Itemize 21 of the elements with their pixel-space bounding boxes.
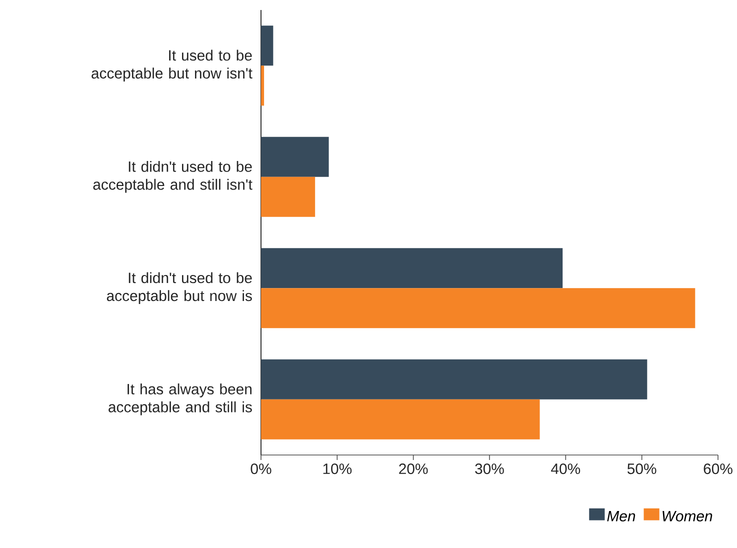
legend-label: Women bbox=[662, 510, 712, 522]
x-tick-label: 10% bbox=[323, 464, 352, 474]
bar bbox=[261, 248, 563, 288]
y-tick-label: It has always been acceptable and still is bbox=[108, 383, 252, 416]
x-tick-label: 40% bbox=[551, 464, 580, 474]
bar bbox=[261, 136, 329, 177]
x-tick-label: 60% bbox=[704, 464, 732, 474]
x-tick-label: 30% bbox=[475, 464, 504, 474]
x-tick-label: 20% bbox=[399, 464, 428, 474]
legend-label: Men bbox=[607, 510, 636, 522]
x-tick-label: 50% bbox=[627, 464, 656, 474]
bar bbox=[261, 66, 264, 106]
y-tick-label: It didn't used to be acceptable but now is bbox=[106, 272, 252, 304]
bar bbox=[261, 359, 648, 400]
bar bbox=[261, 399, 540, 440]
bar bbox=[261, 176, 316, 217]
y-tick-label: It used to be acceptable but now isn't bbox=[92, 50, 252, 82]
bar bbox=[261, 288, 696, 328]
bar bbox=[261, 26, 274, 66]
x-tick-label: 0% bbox=[250, 464, 272, 474]
y-tick-label: It didn't used to be acceptable and still isn't bbox=[93, 160, 252, 193]
